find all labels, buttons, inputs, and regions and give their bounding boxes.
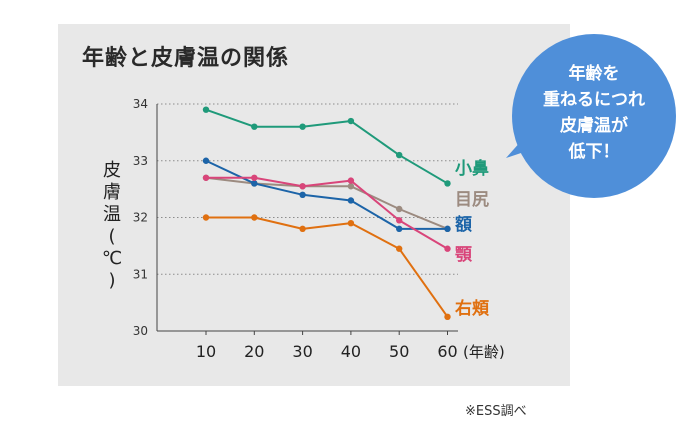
x-tick-label: 40 bbox=[341, 342, 361, 361]
x-axis-label: (年齢) bbox=[463, 343, 505, 361]
x-tick-label: 20 bbox=[244, 342, 264, 361]
data-point bbox=[396, 217, 403, 224]
axes: 30 31 32 33 34 10 20 30 40 50 60 (年齢) 皮膚温(℃) bbox=[102, 97, 505, 361]
callout-circle bbox=[512, 34, 676, 198]
data-point bbox=[347, 177, 355, 184]
y-tick-label: 34 bbox=[133, 97, 148, 111]
callout-text-line: 年齢を bbox=[569, 63, 620, 84]
data-point bbox=[202, 106, 210, 113]
data-point bbox=[251, 180, 258, 187]
x-tick-label: 10 bbox=[196, 342, 216, 361]
data-point bbox=[299, 183, 306, 190]
series-line-4 bbox=[206, 176, 449, 250]
data-point bbox=[444, 180, 451, 187]
data-point bbox=[444, 245, 451, 252]
series-line-1 bbox=[205, 108, 449, 185]
data-point bbox=[202, 157, 210, 164]
source-note: ※ESS調べ bbox=[465, 404, 527, 419]
chart-title: 年齢と皮膚温の関係 bbox=[82, 46, 290, 71]
x-tick-label: 60 bbox=[437, 342, 457, 361]
data-point bbox=[396, 245, 403, 252]
series-label-4: 顎 bbox=[455, 245, 473, 265]
series-label-5: 右頬 bbox=[455, 298, 490, 319]
y-tick-label: 32 bbox=[133, 211, 148, 225]
y-tick-label: 30 bbox=[133, 324, 148, 338]
data-point bbox=[444, 313, 451, 321]
series-label-2: 目尻 bbox=[455, 190, 489, 210]
data-point bbox=[444, 225, 451, 233]
grid-lines bbox=[157, 103, 458, 275]
x-tick-label: 50 bbox=[389, 342, 409, 361]
data-point bbox=[299, 123, 306, 130]
y-axis-label: 皮膚温(℃) bbox=[102, 160, 122, 291]
series-line-5 bbox=[206, 216, 449, 318]
data-point bbox=[299, 191, 306, 198]
series-label-1: 小鼻 bbox=[455, 158, 489, 179]
data-point bbox=[251, 174, 258, 181]
series-line-2 bbox=[205, 176, 448, 230]
y-tick-label: 31 bbox=[133, 267, 148, 281]
data-point bbox=[347, 183, 355, 190]
callout-text-line: 皮膚温が bbox=[560, 115, 628, 136]
series-label-3: 額 bbox=[454, 214, 472, 235]
chart-panel bbox=[58, 24, 570, 386]
data-point bbox=[347, 117, 355, 125]
x-tick-label: 30 bbox=[292, 342, 312, 361]
data-point bbox=[251, 123, 258, 130]
y-tick-label: 33 bbox=[133, 154, 148, 168]
series-line-3 bbox=[205, 159, 448, 230]
data-point bbox=[299, 225, 306, 233]
data-point bbox=[396, 205, 403, 213]
series-lines bbox=[202, 106, 451, 321]
data-point bbox=[202, 214, 210, 221]
data-point bbox=[347, 219, 355, 227]
data-point bbox=[396, 151, 403, 159]
data-point bbox=[202, 174, 210, 181]
callout-text-line: 重ねるにつれ bbox=[543, 89, 645, 110]
data-point bbox=[396, 225, 403, 233]
data-point bbox=[251, 214, 258, 221]
data-point bbox=[347, 197, 355, 204]
callout-text-line: 低下！ bbox=[568, 141, 620, 162]
